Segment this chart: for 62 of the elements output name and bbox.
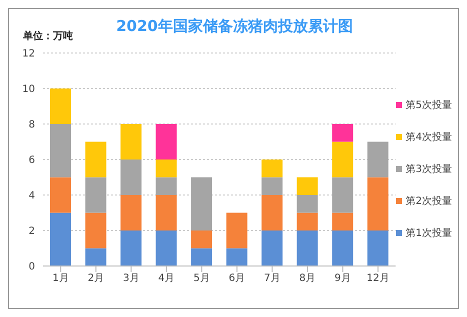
- y-tick-label: 4: [28, 190, 35, 202]
- x-tick-label: 6月: [228, 273, 246, 284]
- bar: [85, 142, 106, 178]
- bar: [120, 230, 142, 266]
- x-tick-label: 5月: [193, 273, 210, 284]
- bar: [296, 230, 318, 266]
- legend-label: 第2次投量: [406, 194, 452, 208]
- y-tick-label: 2: [28, 226, 35, 238]
- bar: [332, 177, 354, 213]
- legend-label: 第5次投量: [406, 98, 452, 112]
- chart-title: 2020年国家储备冻猪肉投放累计图: [116, 17, 353, 35]
- bar: [156, 124, 177, 160]
- x-tick-label: 12月: [366, 273, 390, 284]
- y-tick-label: 10: [22, 84, 35, 96]
- legend-label: 第1次投量: [406, 226, 452, 240]
- y-tick-label: 0: [28, 262, 35, 273]
- x-tick-label: 2月: [88, 273, 104, 284]
- bar: [262, 177, 283, 195]
- bar: [332, 230, 354, 266]
- y-tick-label: 8: [28, 120, 35, 131]
- x-tick-label: 9月: [334, 273, 351, 284]
- bar: [332, 142, 354, 178]
- bar: [120, 160, 142, 195]
- bar: [226, 248, 248, 266]
- bar: [262, 230, 283, 266]
- legend-label: 第4次投量: [406, 130, 452, 144]
- bar: [156, 230, 177, 266]
- y-tick-label: 6: [28, 155, 35, 166]
- bar: [120, 124, 142, 160]
- x-tick-label: 8月: [299, 273, 316, 284]
- bar: [367, 230, 388, 266]
- y-axis-title: 单位：万吨: [23, 30, 73, 43]
- bar: [50, 88, 71, 124]
- bar: [85, 248, 106, 266]
- x-tick-label: 4月: [158, 273, 175, 284]
- x-tick-label: 3月: [122, 273, 140, 284]
- bar: [296, 195, 318, 213]
- x-tick-label: 7月: [264, 273, 280, 284]
- bar: [332, 212, 354, 230]
- bar: [50, 212, 71, 266]
- bar: [156, 160, 177, 178]
- bar: [50, 124, 71, 178]
- bar: [191, 177, 212, 230]
- bar: [262, 160, 283, 178]
- bar: [50, 177, 71, 213]
- x-tick-label: 1月: [52, 273, 69, 284]
- bar: [120, 195, 142, 230]
- bar: [156, 195, 177, 230]
- bar: [262, 195, 283, 230]
- bar: [85, 177, 106, 213]
- bar: [191, 230, 212, 248]
- legend-label: 第3次投量: [406, 162, 452, 176]
- y-tick-label: 12: [22, 48, 35, 60]
- bar: [191, 248, 212, 266]
- bar: [156, 177, 177, 195]
- bar: [367, 142, 388, 178]
- bar: [296, 212, 318, 230]
- bar: [226, 212, 248, 248]
- bar: [332, 124, 354, 142]
- bar: [367, 177, 388, 230]
- bar: [85, 212, 106, 248]
- bar: [296, 177, 318, 195]
